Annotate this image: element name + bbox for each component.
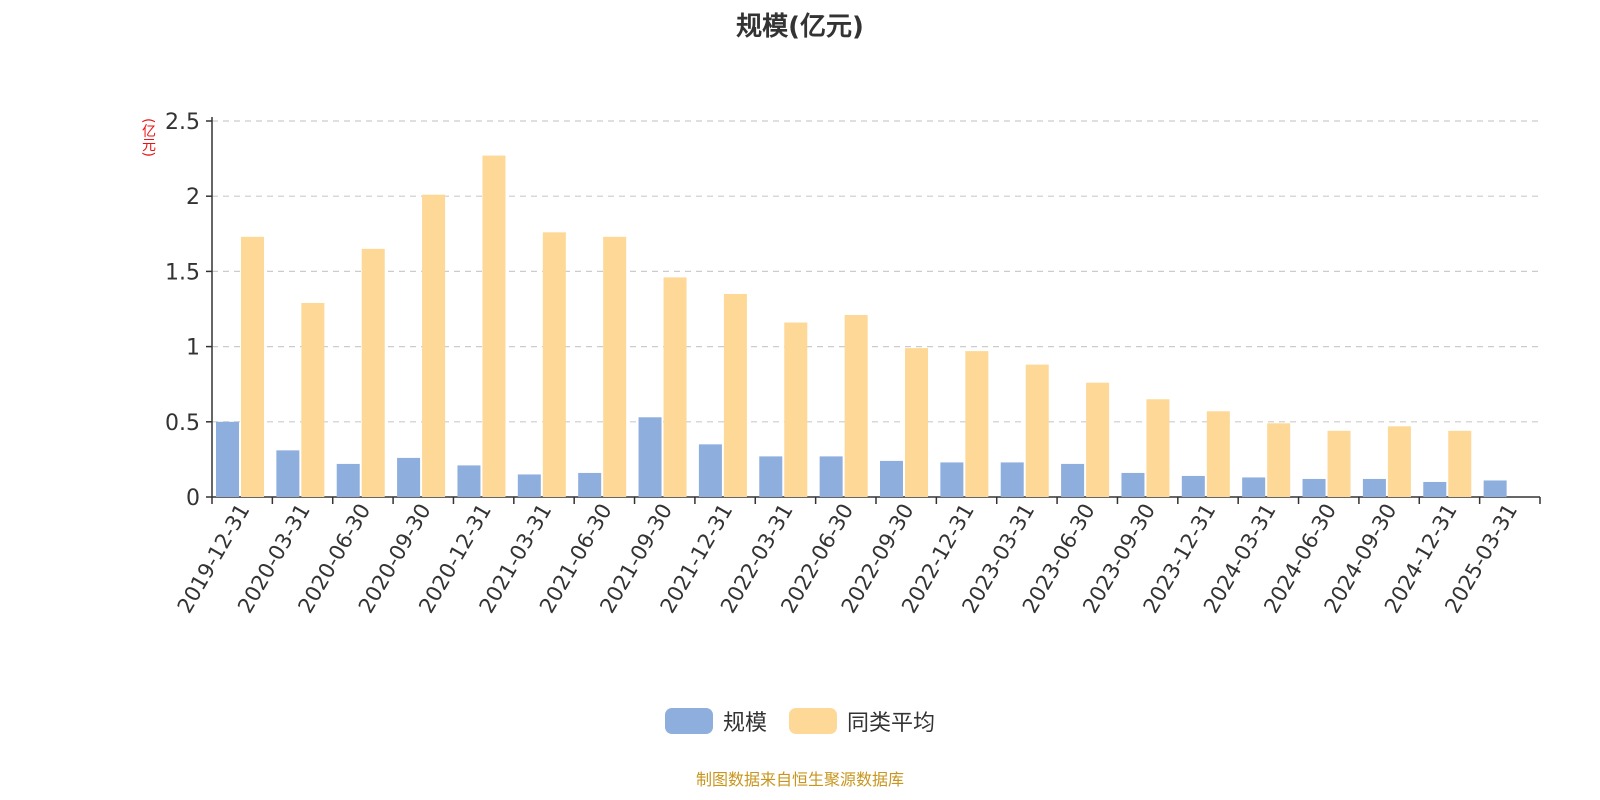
bar-scale bbox=[759, 456, 783, 497]
bar-scale bbox=[1000, 462, 1024, 497]
bar-scale bbox=[336, 463, 360, 497]
bar-scale bbox=[1302, 478, 1326, 497]
bar-scale bbox=[578, 472, 602, 497]
bar-scale bbox=[1483, 480, 1507, 497]
bar-chart: 00.511.522.52019-12-312020-03-312020-06-… bbox=[165, 110, 1541, 617]
bar-peer-average bbox=[965, 351, 989, 497]
bar-scale bbox=[1121, 472, 1145, 497]
legend-item-scale[interactable]: 规模 bbox=[664, 705, 767, 737]
bar-peer-average bbox=[905, 348, 928, 497]
bar-scale bbox=[638, 417, 662, 497]
legend-label-scale: 规模 bbox=[722, 711, 767, 736]
bar-scale bbox=[397, 457, 421, 497]
bar-peer-average bbox=[844, 315, 868, 497]
bar-peer-average bbox=[1025, 364, 1049, 497]
bar-peer-average bbox=[1448, 430, 1472, 497]
legend-swatch-peer-average bbox=[789, 708, 837, 734]
bar-scale bbox=[1181, 475, 1205, 497]
bar-peer-average bbox=[482, 155, 506, 498]
bar-peer-average bbox=[1267, 423, 1291, 497]
bar-peer-average bbox=[301, 302, 325, 497]
y-tick-label: 1 bbox=[186, 336, 200, 361]
bar-scale bbox=[880, 460, 903, 497]
bar-peer-average bbox=[1206, 411, 1230, 497]
legend-label-peer-average: 同类平均 bbox=[847, 711, 936, 736]
bar-peer-average bbox=[422, 194, 446, 498]
y-tick-label: 0.5 bbox=[165, 411, 200, 436]
bar-peer-average bbox=[603, 236, 627, 498]
bar-peer-average bbox=[663, 277, 687, 497]
bar-scale bbox=[819, 456, 843, 497]
y-tick-label: 2 bbox=[186, 185, 200, 210]
bar-scale bbox=[1362, 478, 1386, 497]
bar-peer-average bbox=[1086, 382, 1110, 497]
legend-swatch-scale bbox=[664, 708, 713, 734]
y-tick-label: 2.5 bbox=[165, 110, 200, 135]
data-source-note: 制图数据来自恒生聚源数据库 bbox=[695, 770, 904, 789]
bar-scale bbox=[1061, 463, 1085, 497]
bar-scale bbox=[457, 465, 481, 497]
bar-peer-average bbox=[361, 248, 385, 497]
chart-title: 规模(亿元) bbox=[736, 12, 864, 42]
y-tick-label: 0 bbox=[186, 486, 200, 511]
bar-peer-average bbox=[1327, 430, 1351, 497]
bar-scale bbox=[940, 462, 964, 497]
legend: 规模 同类平均 bbox=[0, 705, 1600, 737]
bar-scale bbox=[698, 444, 722, 497]
bar-peer-average bbox=[1146, 399, 1170, 497]
bar-peer-average bbox=[784, 322, 808, 497]
y-axis-unit-label: (亿元) bbox=[140, 118, 156, 157]
bar-scale bbox=[1423, 481, 1447, 497]
bar-scale bbox=[517, 474, 541, 497]
bar-peer-average bbox=[1387, 426, 1411, 497]
bar-scale bbox=[276, 450, 300, 497]
bar-scale bbox=[216, 421, 239, 497]
bar-peer-average bbox=[542, 232, 566, 497]
legend-item-peer-average[interactable]: 同类平均 bbox=[789, 705, 935, 737]
bar-peer-average bbox=[723, 293, 747, 497]
y-tick-label: 1.5 bbox=[165, 260, 200, 285]
bar-scale bbox=[1242, 477, 1266, 497]
bar-peer-average bbox=[241, 236, 264, 498]
